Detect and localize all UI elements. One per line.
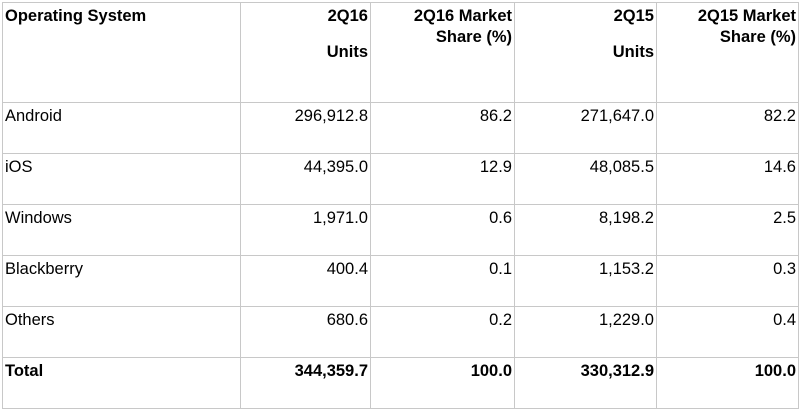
cell-2q15-units: 1,153.2 <box>514 255 657 307</box>
cell-os: Others <box>2 306 241 358</box>
cell-2q15-units: 8,198.2 <box>514 204 657 256</box>
header-2q15-units-top: 2Q15 <box>613 7 654 25</box>
cell-total-2q16-units: 344,359.7 <box>240 357 371 409</box>
header-2q16-units-top: 2Q16 <box>327 7 368 25</box>
cell-2q15-share: 0.3 <box>656 255 799 307</box>
cell-2q16-units: 400.4 <box>240 255 371 307</box>
table-row: Windows 1,971.0 0.6 8,198.2 2.5 <box>2 204 799 256</box>
cell-2q15-share: 82.2 <box>656 102 799 154</box>
cell-2q16-units: 296,912.8 <box>240 102 371 154</box>
cell-total-label: Total <box>2 357 241 409</box>
header-2q15-share-bottom: Share (%) <box>719 28 796 46</box>
table-header-row: Operating System 2Q16 Units 2Q16 Market … <box>2 2 799 103</box>
header-2q16-share-top: 2Q16 Market <box>413 7 512 25</box>
table-row: iOS 44,395.0 12.9 48,085.5 14.6 <box>2 153 799 205</box>
cell-2q15-units: 48,085.5 <box>514 153 657 205</box>
cell-os: iOS <box>2 153 241 205</box>
cell-2q15-share: 14.6 <box>656 153 799 205</box>
cell-total-2q15-units: 330,312.9 <box>514 357 657 409</box>
cell-total-2q16-share: 100.0 <box>370 357 515 409</box>
header-2q16-units: 2Q16 Units <box>240 2 371 103</box>
cell-os: Android <box>2 102 241 154</box>
header-2q15-share-top: 2Q15 Market <box>697 7 796 25</box>
header-2q15-units-bottom: Units <box>612 43 654 61</box>
header-2q15-units: 2Q15 Units <box>514 2 657 103</box>
table-row: Blackberry 400.4 0.1 1,153.2 0.3 <box>2 255 799 307</box>
table-row: Android 296,912.8 86.2 271,647.0 82.2 <box>2 102 799 154</box>
cell-2q15-units: 1,229.0 <box>514 306 657 358</box>
cell-2q16-units: 44,395.0 <box>240 153 371 205</box>
table-row: Others 680.6 0.2 1,229.0 0.4 <box>2 306 799 358</box>
cell-2q15-share: 2.5 <box>656 204 799 256</box>
cell-2q16-units: 680.6 <box>240 306 371 358</box>
cell-2q16-share: 12.9 <box>370 153 515 205</box>
cell-2q16-share: 0.2 <box>370 306 515 358</box>
cell-2q15-units: 271,647.0 <box>514 102 657 154</box>
header-2q16-market-share: 2Q16 Market Share (%) <box>370 2 515 103</box>
header-operating-system: Operating System <box>2 2 241 103</box>
header-2q16-share-bottom: Share (%) <box>435 28 512 46</box>
cell-os: Windows <box>2 204 241 256</box>
cell-2q16-units: 1,971.0 <box>240 204 371 256</box>
header-2q16-units-bottom: Units <box>326 43 368 61</box>
table-total-row: Total 344,359.7 100.0 330,312.9 100.0 <box>2 357 799 409</box>
cell-os: Blackberry <box>2 255 241 307</box>
cell-2q16-share: 86.2 <box>370 102 515 154</box>
cell-2q16-share: 0.1 <box>370 255 515 307</box>
cell-2q15-share: 0.4 <box>656 306 799 358</box>
cell-total-2q15-share: 100.0 <box>656 357 799 409</box>
cell-2q16-share: 0.6 <box>370 204 515 256</box>
header-2q15-market-share: 2Q15 Market Share (%) <box>656 2 799 103</box>
